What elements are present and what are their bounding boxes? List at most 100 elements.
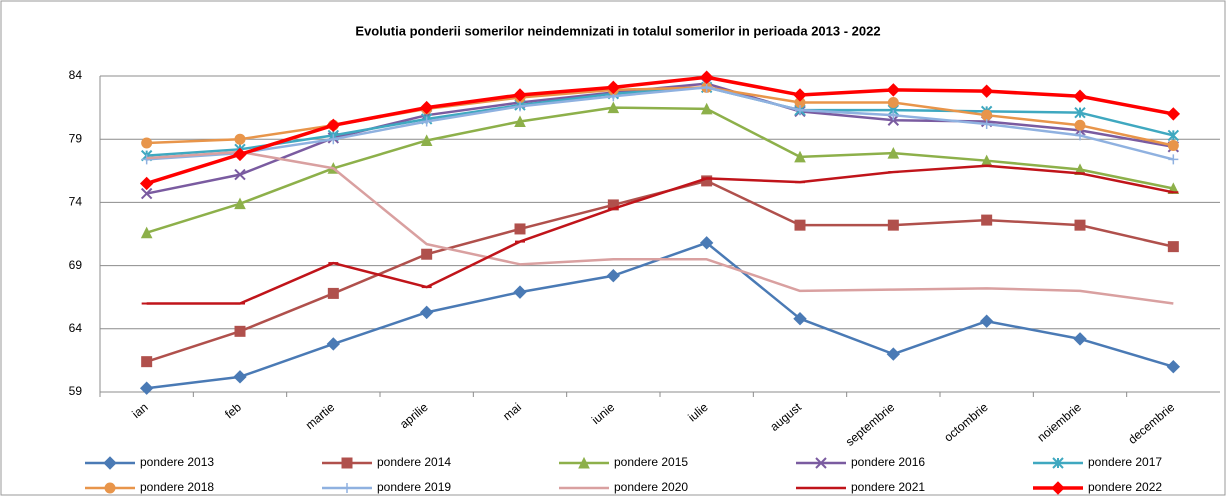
- series: pondere 2020: [146, 150, 1174, 494]
- marker: [981, 214, 993, 226]
- marker: [1167, 140, 1179, 152]
- legend-label: pondere 2021: [851, 480, 925, 494]
- marker: [1073, 332, 1087, 346]
- marker: [419, 100, 434, 115]
- legend-marker: [341, 457, 353, 469]
- marker: [421, 248, 433, 260]
- y-tick-label: 79: [69, 131, 83, 145]
- marker: [793, 88, 807, 102]
- legend-marker: [104, 482, 116, 494]
- marker: [1167, 241, 1179, 253]
- marker: [1075, 130, 1085, 141]
- series: pondere 2022: [139, 70, 1181, 495]
- marker: [234, 168, 246, 181]
- legend-marker: [578, 456, 590, 469]
- series-line: [146, 86, 1174, 157]
- marker: [420, 134, 433, 146]
- marker: [514, 223, 526, 235]
- marker: [139, 176, 154, 191]
- marker: [513, 285, 527, 299]
- marker: [141, 137, 153, 149]
- marker: [328, 134, 339, 145]
- marker: [326, 118, 341, 133]
- legend-marker: [342, 483, 352, 493]
- y-tick-label: 74: [69, 195, 83, 209]
- legend-marker: [815, 457, 827, 469]
- legend-label: pondere 2014: [377, 455, 451, 469]
- y-tick-label: 59: [69, 384, 83, 398]
- marker: [979, 314, 994, 328]
- series: pondere 2019: [141, 82, 1179, 494]
- marker: [981, 119, 992, 130]
- legend-label: pondere 2018: [140, 480, 214, 494]
- marker: [886, 83, 901, 97]
- marker: [1166, 107, 1181, 121]
- marker: [326, 337, 341, 351]
- marker: [887, 146, 900, 159]
- marker: [1073, 89, 1087, 103]
- marker: [606, 269, 621, 283]
- marker: [139, 381, 154, 395]
- legend-marker: [1051, 481, 1065, 495]
- marker: [888, 110, 899, 121]
- marker: [699, 70, 714, 84]
- marker: [141, 154, 152, 165]
- legend-label: pondere 2016: [851, 455, 925, 469]
- marker: [887, 219, 899, 231]
- marker: [700, 102, 713, 115]
- series-line: [146, 86, 1174, 161]
- marker: [1074, 219, 1086, 231]
- marker: [794, 150, 806, 163]
- marker: [234, 325, 246, 337]
- marker: [1166, 360, 1181, 374]
- marker: [887, 97, 899, 109]
- marker: [140, 187, 153, 200]
- marker: [981, 109, 993, 121]
- legend-marker: [103, 456, 117, 470]
- series: pondere 2021: [141, 164, 1179, 494]
- marker: [795, 105, 805, 116]
- marker: [607, 101, 620, 114]
- marker: [606, 80, 621, 95]
- marker: [886, 347, 901, 361]
- marker: [701, 82, 712, 93]
- y-tick-label: 69: [69, 258, 83, 272]
- marker: [1168, 154, 1179, 165]
- marker: [1074, 106, 1086, 119]
- marker: [419, 305, 434, 320]
- marker: [234, 133, 246, 145]
- marker: [794, 219, 806, 231]
- series-line: [146, 75, 1174, 186]
- marker: [140, 226, 153, 239]
- y-tick-label: 64: [69, 321, 83, 335]
- legend-label: pondere 2017: [1088, 455, 1162, 469]
- marker: [327, 287, 339, 299]
- marker: [515, 101, 525, 112]
- marker: [513, 88, 527, 102]
- marker: [979, 84, 994, 98]
- series-line: [146, 86, 1174, 147]
- marker: [887, 114, 900, 126]
- marker: [233, 147, 247, 162]
- marker: [699, 236, 714, 250]
- marker: [793, 311, 807, 326]
- marker: [421, 116, 432, 127]
- series-line: [146, 106, 1174, 234]
- legend-label: pondere 2019: [377, 480, 451, 494]
- legend-label: pondere 2015: [614, 455, 688, 469]
- marker: [233, 370, 247, 384]
- legend-label: pondere 2022: [1088, 480, 1162, 494]
- marker: [141, 356, 153, 368]
- marker: [514, 115, 526, 128]
- legend-marker: [1052, 457, 1064, 469]
- series-line: [146, 150, 1174, 305]
- chart-title: Evolutia ponderii somerilor neindemnizat…: [355, 23, 880, 38]
- series-line: [146, 164, 1174, 305]
- legend-label: pondere 2013: [140, 455, 214, 469]
- legend-label: pondere 2020: [614, 480, 688, 494]
- marker: [1074, 119, 1086, 131]
- series: pondere 2015: [140, 101, 1180, 469]
- y-tick-label: 84: [69, 68, 83, 82]
